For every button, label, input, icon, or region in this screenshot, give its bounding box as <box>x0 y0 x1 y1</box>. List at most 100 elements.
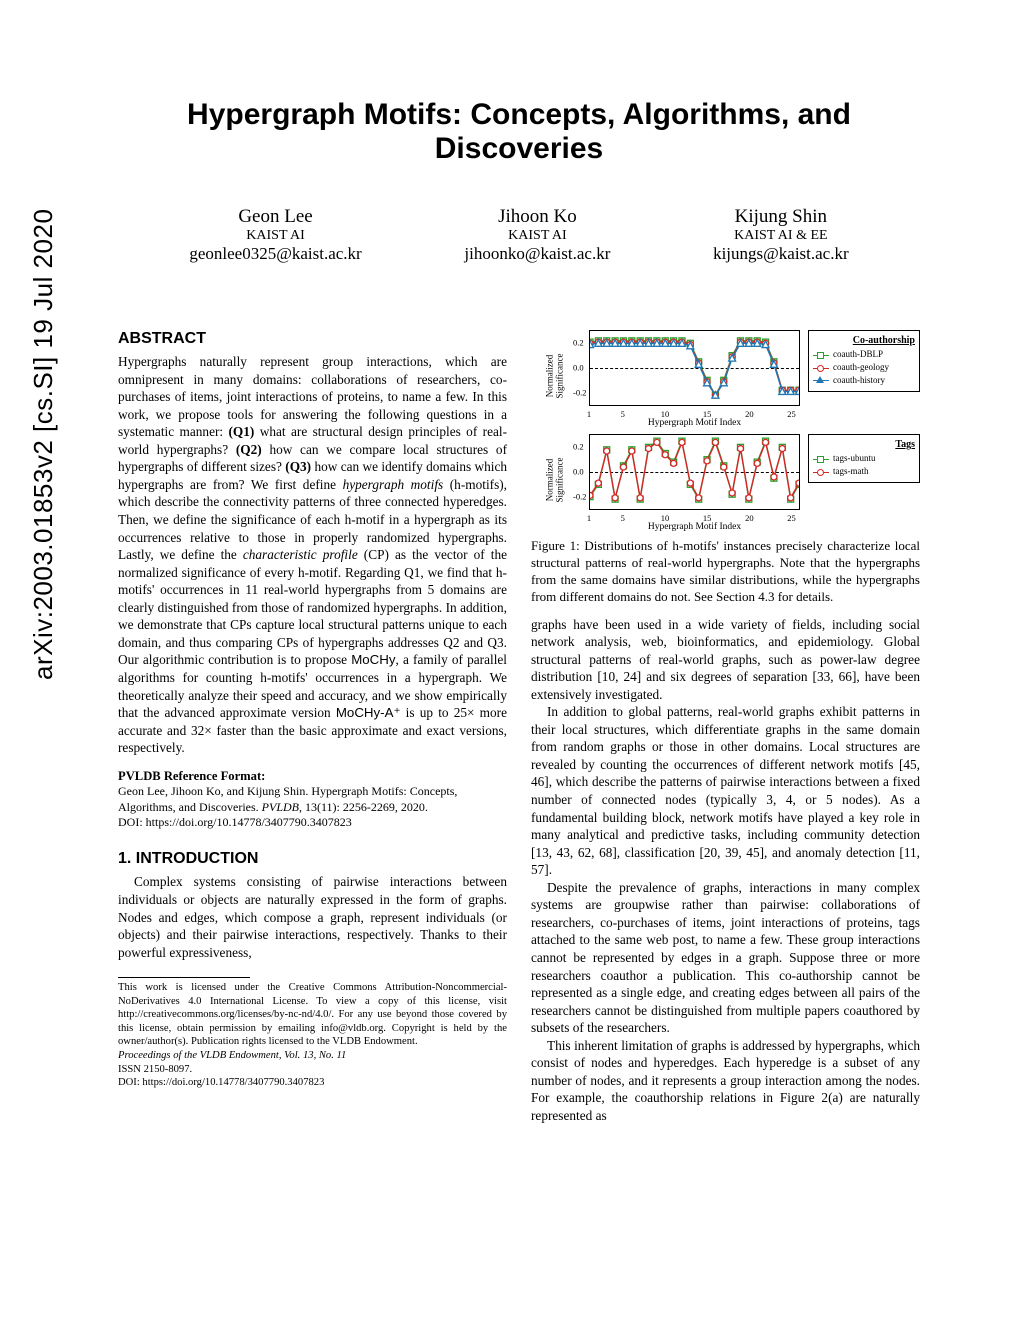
chart-ylabel: NormalizedSignificance <box>546 458 566 503</box>
chart-ylabel: NormalizedSignificance <box>546 354 566 399</box>
license-p1: This work is licensed under the Creative… <box>118 981 507 1049</box>
series-marker <box>679 439 685 445</box>
authors-block: Geon Lee KAIST AI geonlee0325@kaist.ac.k… <box>118 206 920 264</box>
col2-p1: graphs have been used in a wide variety … <box>531 616 920 704</box>
license-p3: ISSN 2150-8097. <box>118 1063 507 1077</box>
series-marker <box>779 446 785 452</box>
intro-heading: 1. INTRODUCTION <box>118 848 507 869</box>
legend-title: Tags <box>813 438 915 451</box>
chart-legend: Co-authorship coauth-DBLPcoauth-geologyco… <box>808 330 920 392</box>
series-marker <box>620 464 626 470</box>
series-marker <box>754 460 760 466</box>
author-2: Jihoon Ko KAIST AI jihoonko@kaist.ac.kr <box>464 206 610 264</box>
author-email: geonlee0325@kaist.ac.kr <box>189 244 361 264</box>
page: Hypergraph Motifs: Concepts, Algorithms,… <box>0 0 1020 1164</box>
legend-item: tags-ubuntu <box>813 453 915 465</box>
author-name: Jihoon Ko <box>464 206 610 228</box>
license-p2-text: Proceedings of the VLDB Endowment, Vol. … <box>118 1050 346 1061</box>
arxiv-stamp: arXiv:2003.01853v2 [cs.SI] 19 Jul 2020 <box>28 209 59 680</box>
legend-item: coauth-history <box>813 375 915 387</box>
pvldb-text: Geon Lee, Jihoon Ko, and Kijung Shin. Hy… <box>118 784 457 813</box>
chart-ytick: -0.2 <box>573 492 586 503</box>
paper-title: Hypergraph Motifs: Concepts, Algorithms,… <box>118 98 920 166</box>
abstract-text: Hypergraphs naturally represent group in… <box>118 353 507 757</box>
legend-marker-icon <box>817 352 824 359</box>
legend-label: coauth-history <box>833 375 885 387</box>
series-marker <box>662 452 668 458</box>
author-email: jihoonko@kaist.ac.kr <box>464 244 610 264</box>
series-marker <box>590 492 593 498</box>
legend-item: coauth-DBLP <box>813 349 915 361</box>
series-marker <box>671 460 677 466</box>
legend-label: coauth-geology <box>833 362 889 374</box>
col2-p4: This inherent limitation of graphs is ad… <box>531 1037 920 1125</box>
series-marker <box>746 495 752 501</box>
col2-p2: In addition to global patterns, real-wor… <box>531 703 920 878</box>
author-1: Geon Lee KAIST AI geonlee0325@kaist.ac.k… <box>189 206 361 264</box>
legend-item: coauth-geology <box>813 362 915 374</box>
legend-marker-icon <box>817 365 824 372</box>
author-3: Kijung Shin KAIST AI & EE kijungs@kaist.… <box>713 206 849 264</box>
author-name: Geon Lee <box>189 206 361 228</box>
pvldb-heading: PVLDB Reference Format: <box>118 768 507 785</box>
series-marker <box>788 495 794 501</box>
legend-item: tags-math <box>813 466 915 478</box>
chart-ytick: -0.2 <box>573 388 586 399</box>
series-marker <box>721 464 727 470</box>
series-marker <box>704 458 710 464</box>
legend-title: Co-authorship <box>813 334 915 347</box>
intro-p1: Complex systems consisting of pairwise i… <box>118 873 507 961</box>
chart-plot-area <box>589 434 800 510</box>
legend-marker-icon <box>817 469 824 476</box>
legend-line-icon <box>813 380 829 381</box>
series-marker <box>595 480 601 486</box>
chart-legend: Tags tags-ubuntutags-math <box>808 434 920 483</box>
author-affil: KAIST AI <box>464 228 610 244</box>
abstract-body: Hypergraphs naturally represent group in… <box>118 353 507 757</box>
author-affil: KAIST AI <box>189 228 361 244</box>
legend-marker-icon <box>817 456 824 463</box>
series-marker <box>612 495 618 501</box>
legend-line-icon <box>813 355 829 356</box>
chart-svg <box>590 435 799 509</box>
chart-ytick: 0.2 <box>573 441 584 452</box>
series-marker <box>796 480 799 486</box>
series-marker <box>654 439 660 445</box>
chart-ytick: 0.0 <box>573 466 584 477</box>
chart-ytick: 0.0 <box>573 362 584 373</box>
legend-line-icon <box>813 368 829 369</box>
series-marker <box>737 446 743 452</box>
series-marker <box>629 448 635 454</box>
license-p2: Proceedings of the VLDB Endowment, Vol. … <box>118 1049 507 1063</box>
legend-label: tags-ubuntu <box>833 453 876 465</box>
legend-label: coauth-DBLP <box>833 349 883 361</box>
figure-1-caption: Figure 1: Distributions of h-motifs' ins… <box>531 538 920 606</box>
chart-xlabel: Hypergraph Motif Index <box>589 521 800 534</box>
license-rule <box>118 977 250 978</box>
license-block: This work is licensed under the Creative… <box>118 977 507 1089</box>
chart-svg <box>590 331 799 405</box>
author-affil: KAIST AI & EE <box>713 228 849 244</box>
legend-line-icon <box>813 472 829 473</box>
left-column: ABSTRACT Hypergraphs naturally represent… <box>118 324 507 1124</box>
pvldb-doi: DOI: https://doi.org/10.14778/3407790.34… <box>118 815 352 829</box>
figure-1: NormalizedSignificance-0.20.00.215101520… <box>531 324 920 606</box>
license-p4: DOI: https://doi.org/10.14778/3407790.34… <box>118 1076 507 1090</box>
chart-plot-area <box>589 330 800 406</box>
pvldb-body: Geon Lee, Jihoon Ko, and Kijung Shin. Hy… <box>118 784 507 830</box>
author-name: Kijung Shin <box>713 206 849 228</box>
col2-p3: Despite the prevalence of graphs, intera… <box>531 879 920 1037</box>
series-line <box>590 442 799 498</box>
chart-ytick: 0.2 <box>573 337 584 348</box>
series-marker <box>771 474 777 480</box>
series-marker <box>729 490 735 496</box>
chart-tags: NormalizedSignificance-0.20.00.215101520… <box>531 428 920 532</box>
chart-coauthorship: NormalizedSignificance-0.20.00.215101520… <box>531 324 920 428</box>
legend-line-icon <box>813 459 829 460</box>
series-marker <box>763 439 769 445</box>
right-column: NormalizedSignificance-0.20.00.215101520… <box>531 324 920 1124</box>
series-marker <box>712 439 718 445</box>
series-marker <box>687 480 693 486</box>
legend-marker-icon <box>816 376 824 383</box>
series-marker <box>696 495 702 501</box>
